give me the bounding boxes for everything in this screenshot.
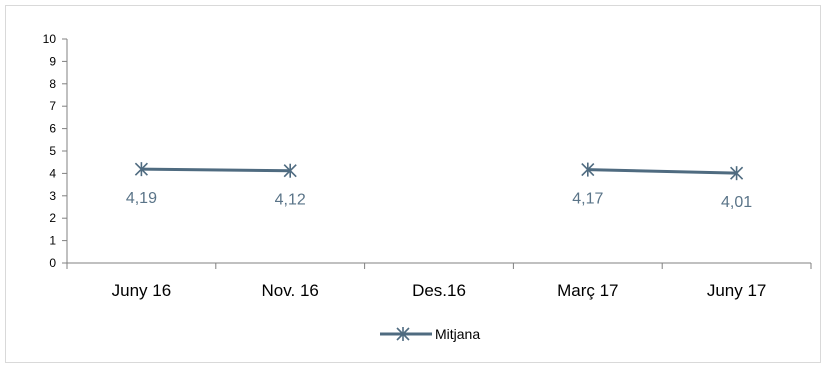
legend-marker-shape <box>396 327 410 341</box>
legend: Mitjana <box>380 326 480 342</box>
data-label: 4,17 <box>572 191 603 208</box>
series-line <box>141 167 291 173</box>
y-tick-label: 4 <box>49 166 56 180</box>
y-tick-label: 3 <box>49 189 56 203</box>
y-tick-label: 0 <box>49 256 56 270</box>
x-tick-label: Des.16 <box>412 281 466 300</box>
y-tick-label: 7 <box>49 99 56 113</box>
legend-marker-icon <box>396 327 410 341</box>
series-line <box>587 168 737 175</box>
data-point <box>581 162 595 177</box>
x-tick-label: Nov. 16 <box>262 281 319 300</box>
data-point <box>134 162 148 177</box>
y-tick-label: 1 <box>49 234 56 248</box>
x-tick-label: Juny 17 <box>707 281 767 300</box>
y-tick-label: 5 <box>49 144 56 158</box>
data-point <box>730 166 744 181</box>
y-tick-label: 8 <box>49 77 56 91</box>
data-label: 4,01 <box>721 194 752 211</box>
x-tick-label: Juny 16 <box>112 281 172 300</box>
x-tick-label: Març 17 <box>557 281 618 300</box>
data-label: 4,19 <box>126 190 157 207</box>
data-label: 4,12 <box>275 192 306 209</box>
series-mitjana: 4,19 4,12 4,17 4,01 <box>126 162 752 211</box>
y-tick-label: 2 <box>49 211 56 225</box>
data-point <box>283 163 297 178</box>
y-tick-label: 6 <box>49 122 56 136</box>
chart-frame <box>5 5 821 363</box>
y-tick-label: 10 <box>43 32 57 46</box>
y-tick-label: 9 <box>49 54 56 68</box>
x-axis: Juny 16 Nov. 16 Des.16 Març 17 Juny 17 <box>66 262 812 300</box>
legend-label-mitjana: Mitjana <box>435 326 480 342</box>
y-axis: 0 1 2 3 4 5 6 7 8 9 10 <box>43 32 68 270</box>
